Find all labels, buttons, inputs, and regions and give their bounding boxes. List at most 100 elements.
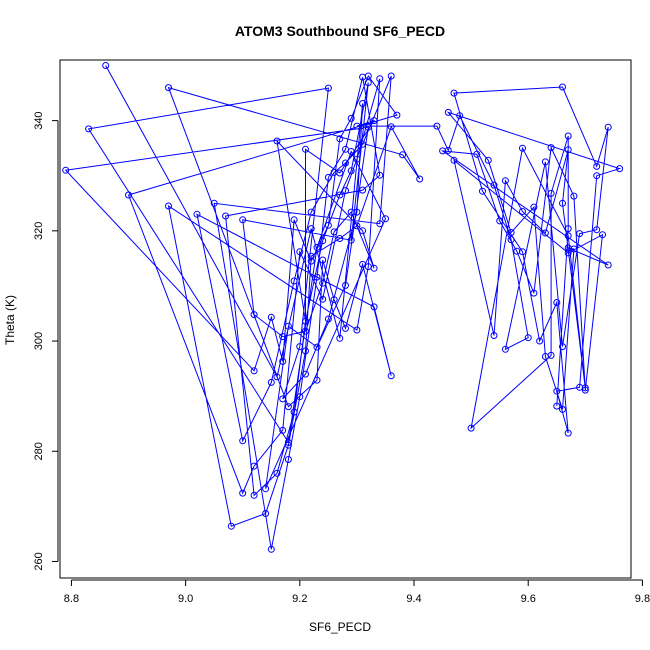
- data-point: [250, 491, 258, 499]
- data-point: [210, 199, 218, 207]
- data-point: [564, 249, 572, 257]
- data-point: [547, 189, 555, 197]
- data-point: [342, 281, 349, 289]
- data-point: [342, 145, 349, 153]
- data-point: [250, 462, 258, 470]
- data-point: [347, 114, 355, 122]
- data-point: [359, 186, 367, 194]
- data-point: [250, 311, 258, 319]
- data-point: [507, 236, 515, 244]
- data-point: [102, 62, 110, 69]
- data-point: [279, 426, 287, 434]
- data-point: [250, 367, 258, 375]
- data-point: [279, 333, 287, 341]
- data-point: [570, 192, 578, 200]
- y-tick-label: 340: [33, 111, 45, 129]
- data-point: [267, 545, 275, 553]
- data-point: [290, 216, 298, 224]
- data-point: [284, 438, 292, 446]
- data-point: [319, 256, 327, 264]
- data-point: [342, 187, 349, 195]
- data-point: [165, 84, 172, 92]
- data-point: [239, 216, 247, 224]
- data-point: [125, 191, 132, 199]
- data-point: [444, 108, 452, 116]
- data-point: [473, 150, 481, 158]
- data-point: [359, 100, 367, 107]
- plot-frame: [59, 59, 632, 579]
- data-point: [290, 277, 298, 285]
- data-point: [479, 187, 486, 195]
- data-point: [593, 226, 601, 234]
- data-point: [530, 203, 538, 211]
- data-point: [382, 215, 389, 223]
- data-point: [262, 485, 270, 493]
- data-point: [330, 296, 338, 304]
- data-point: [364, 123, 372, 131]
- data-point: [519, 208, 526, 215]
- data-point: [290, 408, 298, 416]
- data-point: [376, 220, 384, 228]
- data-point: [387, 123, 395, 131]
- data-point: [467, 424, 475, 432]
- data-point: [296, 343, 304, 351]
- data-point: [559, 83, 566, 91]
- data-point: [165, 202, 172, 210]
- data-point: [302, 370, 309, 378]
- data-point: [541, 158, 549, 166]
- data-point: [347, 167, 355, 175]
- data-point: [353, 122, 361, 130]
- data-point: [599, 231, 606, 239]
- y-tick-label: 300: [33, 332, 45, 350]
- data-point: [330, 228, 338, 236]
- series-group: [62, 62, 624, 553]
- data-point: [433, 122, 441, 130]
- data-point: [450, 156, 458, 164]
- data-point: [302, 317, 309, 325]
- data-point: [324, 221, 332, 229]
- data-point: [564, 146, 572, 154]
- data-point: [284, 322, 292, 330]
- data-point: [519, 144, 526, 152]
- data-point: [336, 334, 344, 342]
- series-line: [64, 65, 622, 550]
- data-point: [313, 243, 321, 251]
- x-tick-label: 9.4: [406, 593, 421, 605]
- data-point: [484, 156, 492, 164]
- data-point: [387, 72, 395, 80]
- data-point: [564, 244, 572, 252]
- data-point: [490, 332, 498, 339]
- x-tick-label: 8.8: [64, 593, 79, 605]
- data-point: [501, 345, 509, 353]
- data-point: [490, 181, 498, 189]
- chart-title: ATOM3 Southbound SF6_PECD: [235, 23, 445, 39]
- data-point: [530, 289, 538, 297]
- data-point: [324, 84, 332, 92]
- data-point: [336, 135, 344, 143]
- data-point: [553, 299, 561, 306]
- data-point: [359, 227, 367, 235]
- data-point: [313, 376, 321, 384]
- data-point: [364, 79, 372, 87]
- y-tick-label: 280: [33, 442, 45, 460]
- data-point: [284, 403, 292, 411]
- x-tick-label: 9.2: [292, 593, 307, 605]
- data-point: [302, 327, 309, 335]
- x-axis-label: SF6_PECD: [309, 620, 371, 634]
- data-point: [222, 212, 230, 220]
- x-tick-label: 9.0: [178, 593, 193, 605]
- data-point: [193, 210, 201, 218]
- data-point: [227, 522, 235, 530]
- y-axis: 260 280 300 320 340: [33, 111, 59, 571]
- data-point: [541, 229, 549, 237]
- data-point: [85, 125, 93, 133]
- data-point: [353, 326, 361, 334]
- x-tick-label: 9.8: [635, 593, 650, 605]
- data-point: [273, 137, 281, 145]
- data-point: [239, 437, 247, 445]
- data-point: [336, 191, 344, 199]
- data-point: [296, 248, 304, 256]
- data-point: [536, 337, 544, 345]
- data-point: [324, 315, 332, 323]
